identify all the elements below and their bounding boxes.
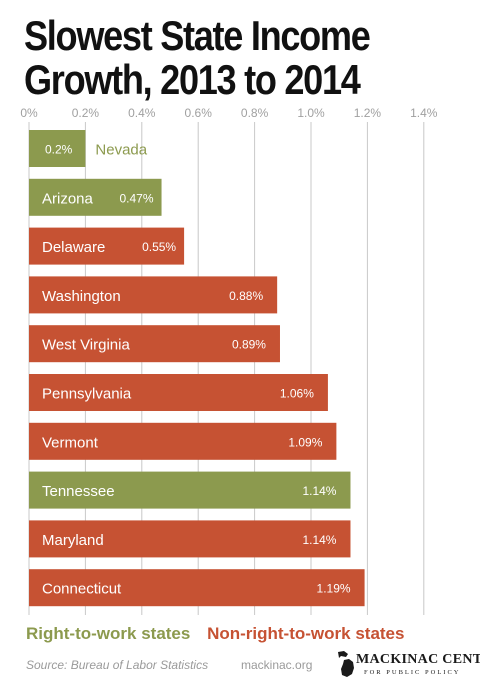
x-tick-label: 1.4% xyxy=(410,106,438,120)
bar xyxy=(29,422,337,460)
chart-title: Slowest State Income Growth, 2013 to 201… xyxy=(24,14,402,102)
x-tick-label: 0.6% xyxy=(185,106,213,120)
michigan-icon xyxy=(338,651,354,677)
bar-value-label: 0.88% xyxy=(229,289,263,303)
source-note: Source: Bureau of Labor Statistics xyxy=(26,658,209,672)
bar-category-label: Connecticut xyxy=(42,581,122,598)
bar-value-label: 0.55% xyxy=(142,240,176,254)
x-tick-label: 0.8% xyxy=(241,106,269,120)
x-tick-label: 1.0% xyxy=(297,106,325,120)
x-tick-label: 0.4% xyxy=(128,106,156,120)
mackinac-logo: MACKINAC CENTER FOR PUBLIC POLICY xyxy=(326,651,480,684)
bar-category-label: West Virginia xyxy=(42,337,130,354)
bar xyxy=(29,178,162,216)
x-tick-label: 0.2% xyxy=(72,106,100,120)
bar-value-label: 1.19% xyxy=(317,582,351,596)
bar-value-label: 1.09% xyxy=(288,435,322,449)
bar-category-label: Pennsylvania xyxy=(42,386,132,403)
bar-value-label: 0.47% xyxy=(120,191,154,205)
footer: Source: Bureau of Labor Statistics macki… xyxy=(26,651,480,684)
bar xyxy=(29,569,365,607)
bar xyxy=(29,227,185,265)
title-line-1: Slowest State Income xyxy=(24,12,371,59)
x-tick-label: 1.2% xyxy=(354,106,382,120)
logo-subtitle: FOR PUBLIC POLICY xyxy=(364,669,461,676)
bar-category-label: Arizona xyxy=(42,190,94,207)
bar-value-label: 0.89% xyxy=(232,338,266,352)
bar xyxy=(29,130,86,167)
bar-value-label: 1.06% xyxy=(280,387,314,401)
logo-text: MACKINAC CENTER xyxy=(356,652,480,667)
bar-category-label: Nevada xyxy=(95,142,147,159)
bar-value-label: 1.14% xyxy=(302,533,336,547)
bar-category-label: Maryland xyxy=(42,532,104,549)
bar-chart: 0% 0.2% 0.4% 0.6% 0.8% 1.0% 1.2% 1.4% Nevada 0.2%… xyxy=(20,106,438,615)
bar-value-label: 1.14% xyxy=(302,484,336,498)
bar xyxy=(29,374,328,411)
bar-category-label: Vermont xyxy=(42,434,99,451)
bar xyxy=(29,325,280,363)
x-tick-label: 0% xyxy=(20,106,38,120)
bar xyxy=(29,471,351,509)
bar-category-label: Washington xyxy=(42,288,121,305)
bar-category-label: Delaware xyxy=(42,239,105,256)
legend-non-right-to-work: Non-right-to-work states xyxy=(207,624,405,643)
legend: Right-to-work states Non-right-to-work s… xyxy=(26,624,404,644)
bar xyxy=(29,520,351,558)
title-line-2: Growth, 2013 to 2014 xyxy=(24,56,361,103)
bar-category-label: Tennessee xyxy=(42,483,115,500)
site-url: mackinac.org xyxy=(241,658,313,672)
legend-right-to-work: Right-to-work states xyxy=(26,624,191,643)
bar-value-label: 0.2% xyxy=(45,143,73,157)
bar xyxy=(29,276,278,314)
